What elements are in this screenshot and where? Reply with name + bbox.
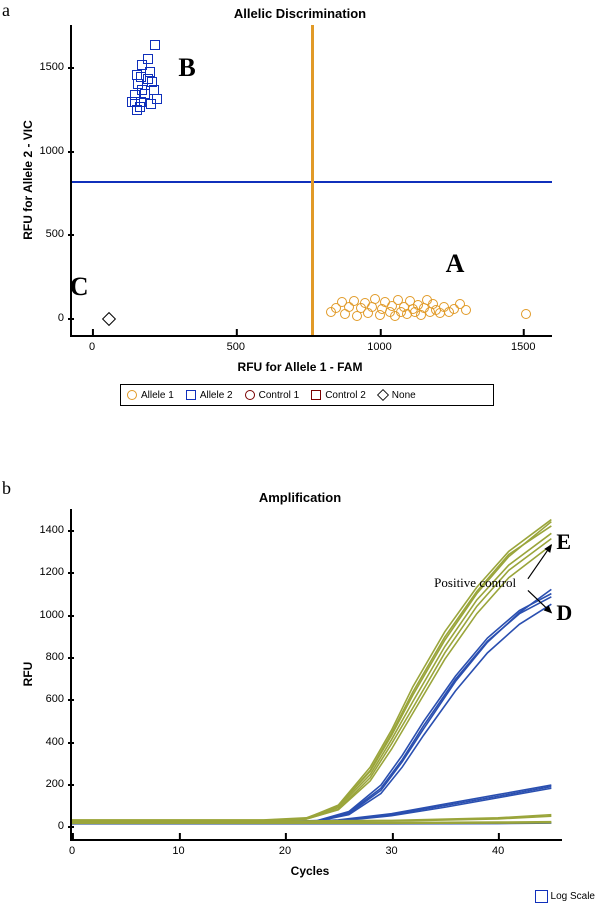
scatter-marker (150, 40, 160, 50)
legend-label: Allele 2 (200, 390, 233, 401)
legend-item: None (378, 388, 416, 402)
amp-xtick: 30 (385, 839, 397, 857)
scatter-marker (130, 97, 140, 107)
amp-ytick: 200 (20, 778, 72, 790)
log-scale-checkbox[interactable]: Log Scale (535, 890, 595, 903)
amp-arrow (528, 545, 551, 579)
legend-label: Allele 1 (141, 390, 174, 401)
scatter-xtick: 0 (89, 335, 95, 353)
amp-ytick: 0 (20, 820, 72, 832)
amp-annotation: E (556, 529, 571, 555)
legend-symbol (311, 390, 321, 400)
legend-label: Control 1 (259, 390, 300, 401)
legend-symbol (377, 389, 389, 401)
amp-curve (72, 520, 551, 821)
legend-item: Allele 2 (186, 388, 233, 402)
legend-item: Control 2 (311, 388, 366, 402)
scatter-xlabel: RFU for Allele 1 - FAM (238, 360, 363, 374)
scatter-marker (147, 77, 157, 87)
amp-annotation: D (556, 600, 572, 626)
amp-ytick: 1200 (20, 566, 72, 578)
legend-label: Control 2 (325, 390, 366, 401)
scatter-xtick: 500 (227, 335, 245, 353)
scatter-marker (136, 72, 146, 82)
amp-xtick: 0 (69, 839, 75, 857)
amp-curve (72, 594, 551, 822)
scatter-marker (102, 312, 116, 326)
amp-ylabel: RFU (21, 662, 35, 687)
amp-ytick: 1400 (20, 524, 72, 536)
amp-lines-svg (72, 509, 562, 839)
scatter-ylabel: RFU for Allele 2 - VIC (21, 120, 35, 240)
scatter-legend: Allele 1 Allele 2 Control 1 Control 2 None (120, 384, 494, 406)
scatter-ytick: 1000 (20, 145, 72, 157)
amp-curve (72, 823, 551, 824)
scatter-title: Allelic Discrimination (0, 6, 600, 21)
amp-curve (72, 604, 551, 823)
amp-curve (72, 526, 551, 820)
amp-ytick: 600 (20, 693, 72, 705)
amp-ytick: 400 (20, 736, 72, 748)
scatter-ytick: 1500 (20, 61, 72, 73)
scatter-marker (521, 309, 531, 319)
scatter-annotation: B (178, 53, 195, 83)
panel-a: Allelic Discrimination RFU for Allele 2 … (0, 6, 600, 446)
log-scale-label: Log Scale (551, 891, 595, 902)
scatter-marker (370, 294, 380, 304)
amp-xlabel: Cycles (291, 864, 330, 878)
checkbox-icon (535, 890, 548, 903)
legend-item: Allele 1 (127, 388, 174, 402)
scatter-marker (461, 305, 471, 315)
amp-ytick: 800 (20, 651, 72, 663)
scatter-xtick: 1500 (511, 335, 535, 353)
scatter-marker (143, 54, 153, 64)
amp-annotation: Positive control (434, 575, 516, 591)
scatter-threshold-vertical (311, 25, 314, 335)
amp-curve (72, 522, 551, 820)
panel-b: Amplification RFU 0200400600800100012001… (0, 490, 600, 910)
amp-curve (72, 597, 551, 823)
scatter-axes-area: RFU for Allele 2 - VIC 05001000150005001… (70, 25, 552, 337)
amp-curve (72, 589, 551, 822)
amp-xtick: 20 (279, 839, 291, 857)
amp-xtick: 10 (172, 839, 184, 857)
legend-symbol (245, 390, 255, 400)
legend-symbol (127, 390, 137, 400)
amp-xtick: 40 (492, 839, 504, 857)
scatter-ytick: 0 (20, 312, 72, 324)
scatter-annotation: A (446, 249, 465, 279)
legend-item: Control 1 (245, 388, 300, 402)
amp-axes-area: RFU 0200400600800100012001400010203040ED… (70, 509, 562, 841)
page: a Allelic Discrimination RFU for Allele … (0, 0, 600, 923)
legend-label: None (392, 390, 416, 401)
scatter-xtick: 1000 (367, 335, 391, 353)
scatter-ytick: 500 (20, 228, 72, 240)
amp-ytick: 1000 (20, 609, 72, 621)
scatter-annotation: C (70, 272, 89, 302)
amp-arrow (528, 590, 551, 612)
amp-title: Amplification (0, 490, 600, 505)
scatter-marker (152, 94, 162, 104)
legend-symbol (186, 390, 196, 400)
